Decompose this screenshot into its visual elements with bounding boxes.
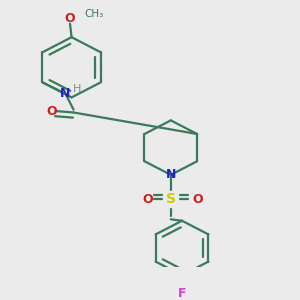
Text: O: O	[192, 193, 203, 206]
Text: O: O	[46, 104, 57, 118]
Text: O: O	[65, 12, 75, 25]
Text: O: O	[142, 193, 153, 206]
Text: N: N	[60, 87, 71, 100]
Text: F: F	[178, 287, 186, 300]
Text: N: N	[166, 168, 176, 182]
Text: H: H	[73, 84, 81, 94]
Text: S: S	[166, 192, 176, 206]
Text: CH₃: CH₃	[84, 9, 104, 19]
